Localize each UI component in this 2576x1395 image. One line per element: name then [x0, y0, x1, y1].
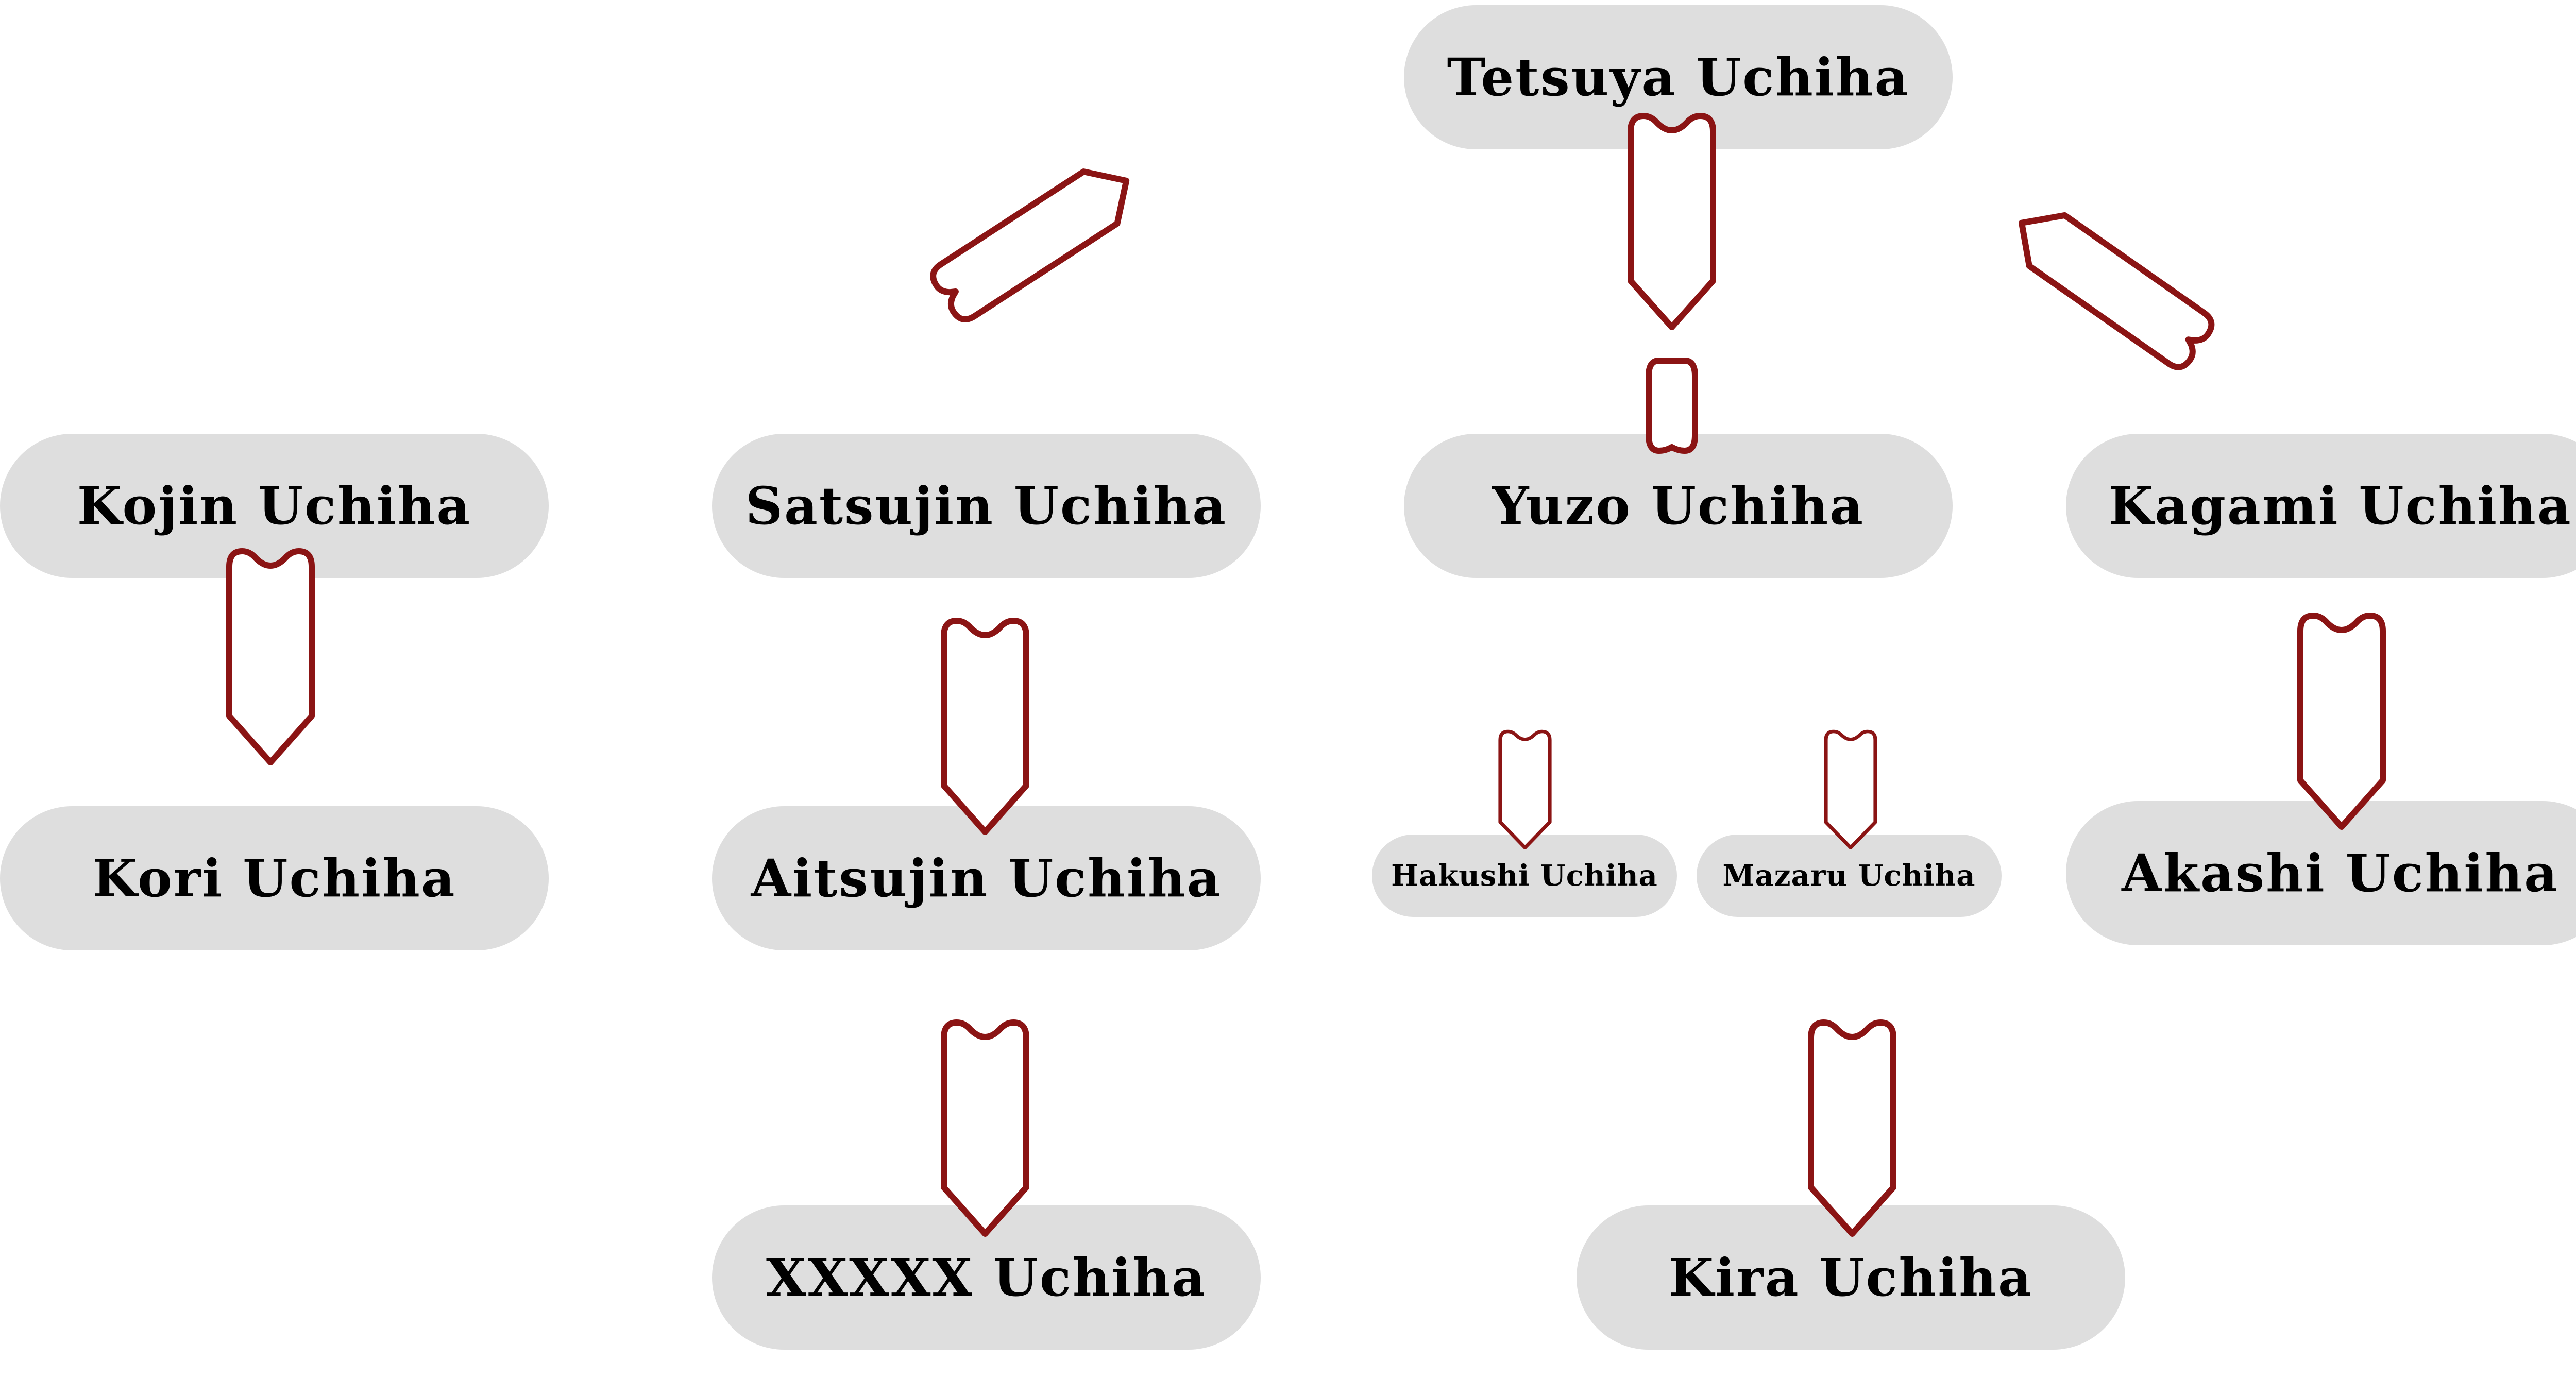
arrow-kagami-to-akashi — [2297, 613, 2386, 830]
node-label: Kori Uchiha — [92, 848, 456, 909]
node-akashi: Akashi Uchiha — [2066, 801, 2576, 945]
node-label: Satsujin Uchiha — [745, 475, 1228, 536]
arrow-satsujin-to-aitsujin — [941, 618, 1029, 835]
node-xxxxx: XXXXX Uchiha — [712, 1205, 1261, 1350]
arrow-yuzo-to-hakushi — [1498, 729, 1552, 849]
arrow-kojin-to-kori — [226, 548, 315, 765]
arrow-tetsuya-to-satsujin — [930, 168, 1130, 322]
arrow-aitsujin-to-xxxxx — [941, 1019, 1029, 1237]
node-label: Hakushi Uchiha — [1391, 859, 1658, 893]
arrow-mazaru-to-kira — [1808, 1019, 1896, 1237]
node-kira: Kira Uchiha — [1577, 1205, 2125, 1350]
node-hakushi: Hakushi Uchiha — [1372, 835, 1677, 917]
node-label: XXXXX Uchiha — [766, 1247, 1207, 1308]
arrow-tetsuya-to-kagami — [2019, 212, 2215, 370]
arrow-yuzo-to-mazaru — [1824, 729, 1877, 849]
node-label: Tetsuya Uchiha — [1447, 47, 1910, 108]
node-kori: Kori Uchiha — [0, 806, 549, 950]
node-label: Yuzo Uchiha — [1492, 475, 1865, 536]
node-yuzo: Yuzo Uchiha — [1404, 434, 1953, 578]
node-tetsuya: Tetsuya Uchiha — [1404, 5, 1953, 149]
node-kojin: Kojin Uchiha — [0, 434, 549, 578]
node-label: Akashi Uchiha — [2122, 843, 2559, 904]
node-label: Kira Uchiha — [1669, 1247, 2033, 1308]
node-aitsujin: Aitsujin Uchiha — [712, 806, 1261, 950]
node-mazaru: Mazaru Uchiha — [1697, 835, 2002, 917]
node-label: Aitsujin Uchiha — [751, 848, 1222, 909]
node-label: Mazaru Uchiha — [1722, 859, 1976, 893]
node-label: Kojin Uchiha — [77, 475, 472, 536]
node-satsujin: Satsujin Uchiha — [712, 434, 1261, 578]
node-kagami: Kagami Uchiha — [2066, 434, 2576, 578]
node-label: Kagami Uchiha — [2108, 475, 2572, 536]
